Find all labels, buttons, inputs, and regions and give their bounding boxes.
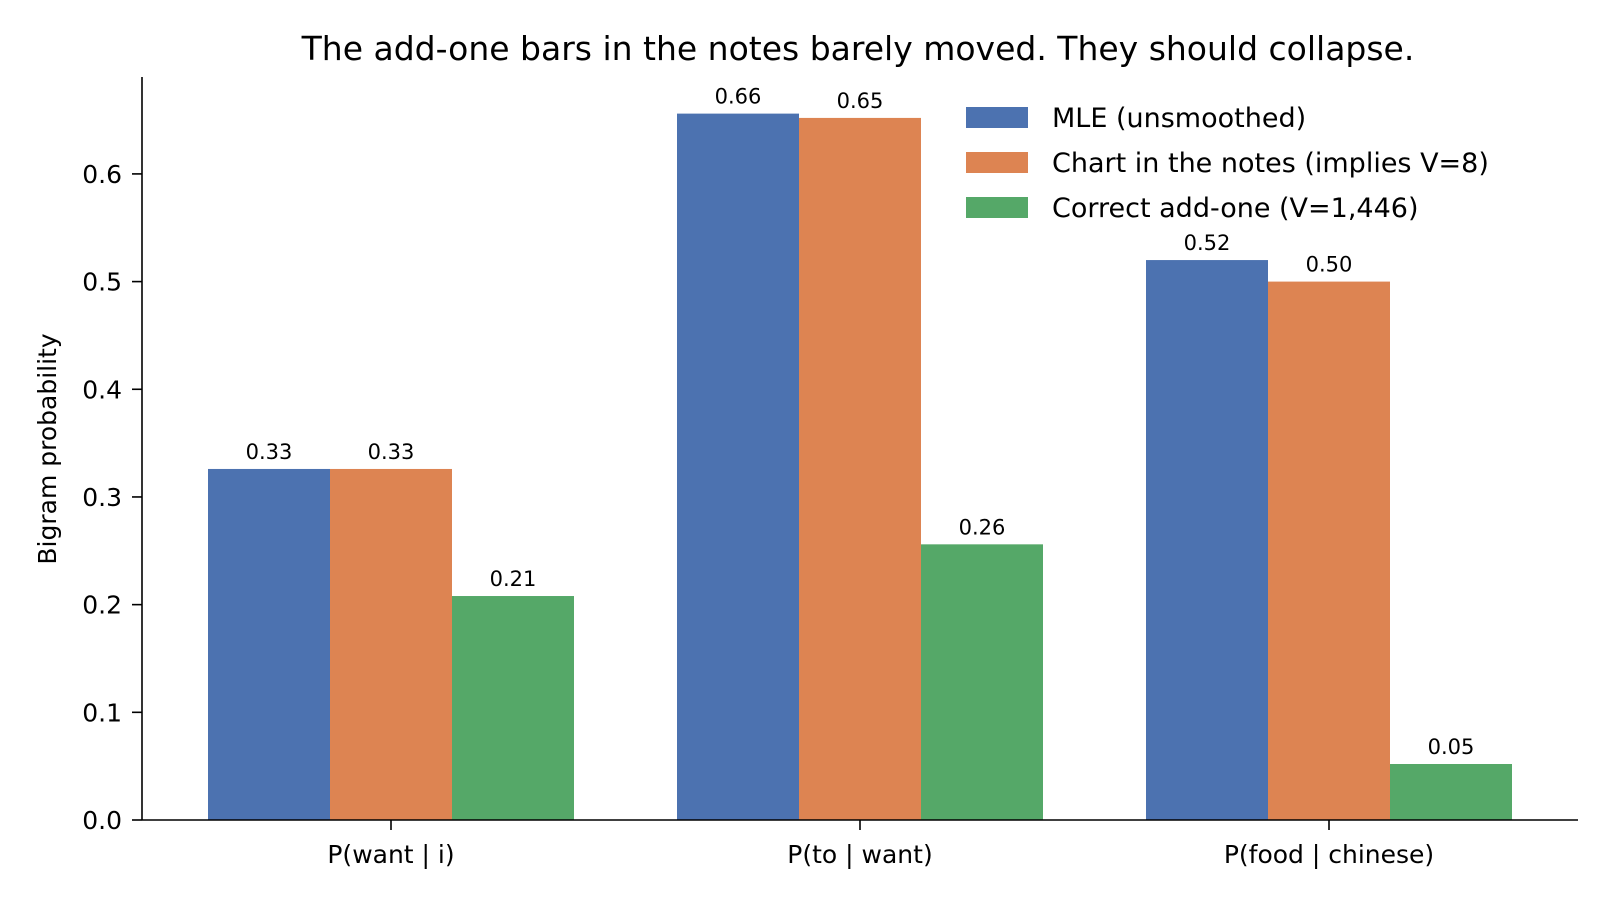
- legend-swatch-1: [966, 152, 1028, 173]
- bar-1-1: [799, 117, 921, 821]
- data-label-1-0: 0.66: [715, 85, 762, 109]
- legend-label-0: MLE (unsmoothed): [1052, 103, 1306, 134]
- x-tick-label-2: P(food | chinese): [1224, 840, 1434, 869]
- data-label-2-1: 0.50: [1306, 253, 1353, 277]
- chart-title: The add-one bars in the notes barely mov…: [301, 29, 1415, 68]
- legend-label-1: Chart in the notes (implies V=8): [1052, 148, 1489, 179]
- x-tick-label-0: P(want | i): [327, 840, 454, 869]
- bar-2-0: [1146, 260, 1268, 820]
- data-label-0-1: 0.33: [368, 440, 415, 464]
- bar-0-1: [330, 468, 452, 820]
- legend-swatch-2: [966, 197, 1028, 218]
- data-label-0-2: 0.21: [490, 567, 537, 591]
- y-tick-label-6: 0.6: [82, 160, 122, 189]
- y-tick-label-4: 0.4: [82, 375, 122, 404]
- data-labels: 0.33 0.33 0.21 0.66 0.65 0.26 0.52 0.50 0.05: [246, 85, 1475, 759]
- y-tick-label-0: 0.0: [82, 806, 122, 835]
- data-label-2-0: 0.52: [1184, 231, 1231, 255]
- y-tick-label-1: 0.1: [82, 698, 122, 727]
- bar-2-2: [1390, 764, 1512, 820]
- y-tick-label-5: 0.5: [82, 268, 122, 297]
- legend-swatch-0: [966, 107, 1028, 128]
- data-label-1-2: 0.26: [959, 515, 1006, 539]
- data-label-1-1: 0.65: [837, 89, 884, 113]
- bar-1-2: [921, 544, 1043, 820]
- bar-2-1: [1268, 281, 1390, 820]
- legend: MLE (unsmoothed) Chart in the notes (impl…: [966, 103, 1489, 224]
- y-tick-label-3: 0.3: [82, 483, 122, 512]
- y-axis: 0.0 0.1 0.2 0.3 0.4 0.5 0.6: [82, 160, 142, 835]
- plot-area: 0.33 0.33 0.21 0.66 0.65 0.26 0.52 0.50 0.05 0.0…: [82, 77, 1578, 869]
- y-axis-label: Bigram probability: [33, 333, 62, 564]
- data-label-2-2: 0.05: [1428, 735, 1475, 759]
- legend-label-2: Correct add-one (V=1,446): [1052, 193, 1418, 224]
- bar-0-0: [208, 468, 330, 820]
- data-label-0-0: 0.33: [246, 440, 293, 464]
- bar-1-0: [677, 113, 799, 821]
- bars: [208, 113, 1512, 821]
- bar-0-2: [452, 596, 574, 820]
- x-axis: P(want | i) P(to | want) P(food | chinese): [327, 820, 1434, 869]
- y-tick-label-2: 0.2: [82, 591, 122, 620]
- x-tick-label-1: P(to | want): [787, 840, 932, 869]
